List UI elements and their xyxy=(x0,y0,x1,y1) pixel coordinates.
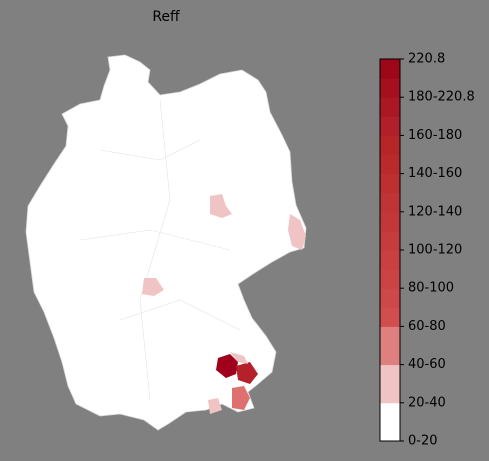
colorbar-band xyxy=(380,97,400,117)
colorbar-band xyxy=(380,364,400,385)
colorbar-band xyxy=(380,78,400,98)
colorbar-tick-label: 120-140 xyxy=(408,204,462,219)
colorbar-tick-label: 180-220.8 xyxy=(408,90,475,105)
region xyxy=(288,214,306,250)
colorbar-band xyxy=(380,211,400,232)
region xyxy=(216,354,238,378)
region xyxy=(210,194,232,218)
colorbar-band xyxy=(380,154,400,175)
colorbar-tick-label: 60-80 xyxy=(408,319,446,334)
colorbar-band xyxy=(380,192,400,213)
map-title: Reff xyxy=(152,9,180,25)
colorbar-tick-label: 160-180 xyxy=(408,128,462,143)
district-borders xyxy=(79,99,241,401)
region xyxy=(232,386,250,410)
colorbar-band xyxy=(380,59,400,79)
colorbar-band xyxy=(380,326,400,346)
region xyxy=(230,352,248,364)
colorbar-band xyxy=(380,135,400,155)
region xyxy=(236,362,258,384)
colorbar-band xyxy=(380,288,400,308)
region xyxy=(142,278,164,296)
colorbar-band xyxy=(380,307,400,327)
colorbar-band xyxy=(380,345,400,366)
colorbar: 0-20 20-40 40-60 60-80 80-100 100-120 120-140 1… xyxy=(379,52,475,449)
colorbar-band xyxy=(380,269,400,289)
colorbar-tick-label: 20-40 xyxy=(408,395,446,410)
colorbar-band xyxy=(380,116,400,136)
colorbar-tick-label: 100-120 xyxy=(408,243,462,258)
colorbar-band xyxy=(380,230,400,251)
colorbar-band xyxy=(380,421,400,442)
colorbar-band xyxy=(380,383,400,404)
colorbar-band xyxy=(380,173,400,194)
colorbar-tick-label: 0-20 xyxy=(408,434,438,449)
region xyxy=(208,398,222,414)
colorbar-tick-label: 220.8 xyxy=(408,52,445,67)
colorbar-tick-label: 80-100 xyxy=(408,281,454,296)
colorbar-tick-label: 40-60 xyxy=(408,357,446,372)
colorbar-band xyxy=(380,250,400,270)
colorbar-band xyxy=(380,402,400,423)
colorbar-tick-label: 140-160 xyxy=(408,166,462,181)
germany-outline xyxy=(25,54,307,431)
